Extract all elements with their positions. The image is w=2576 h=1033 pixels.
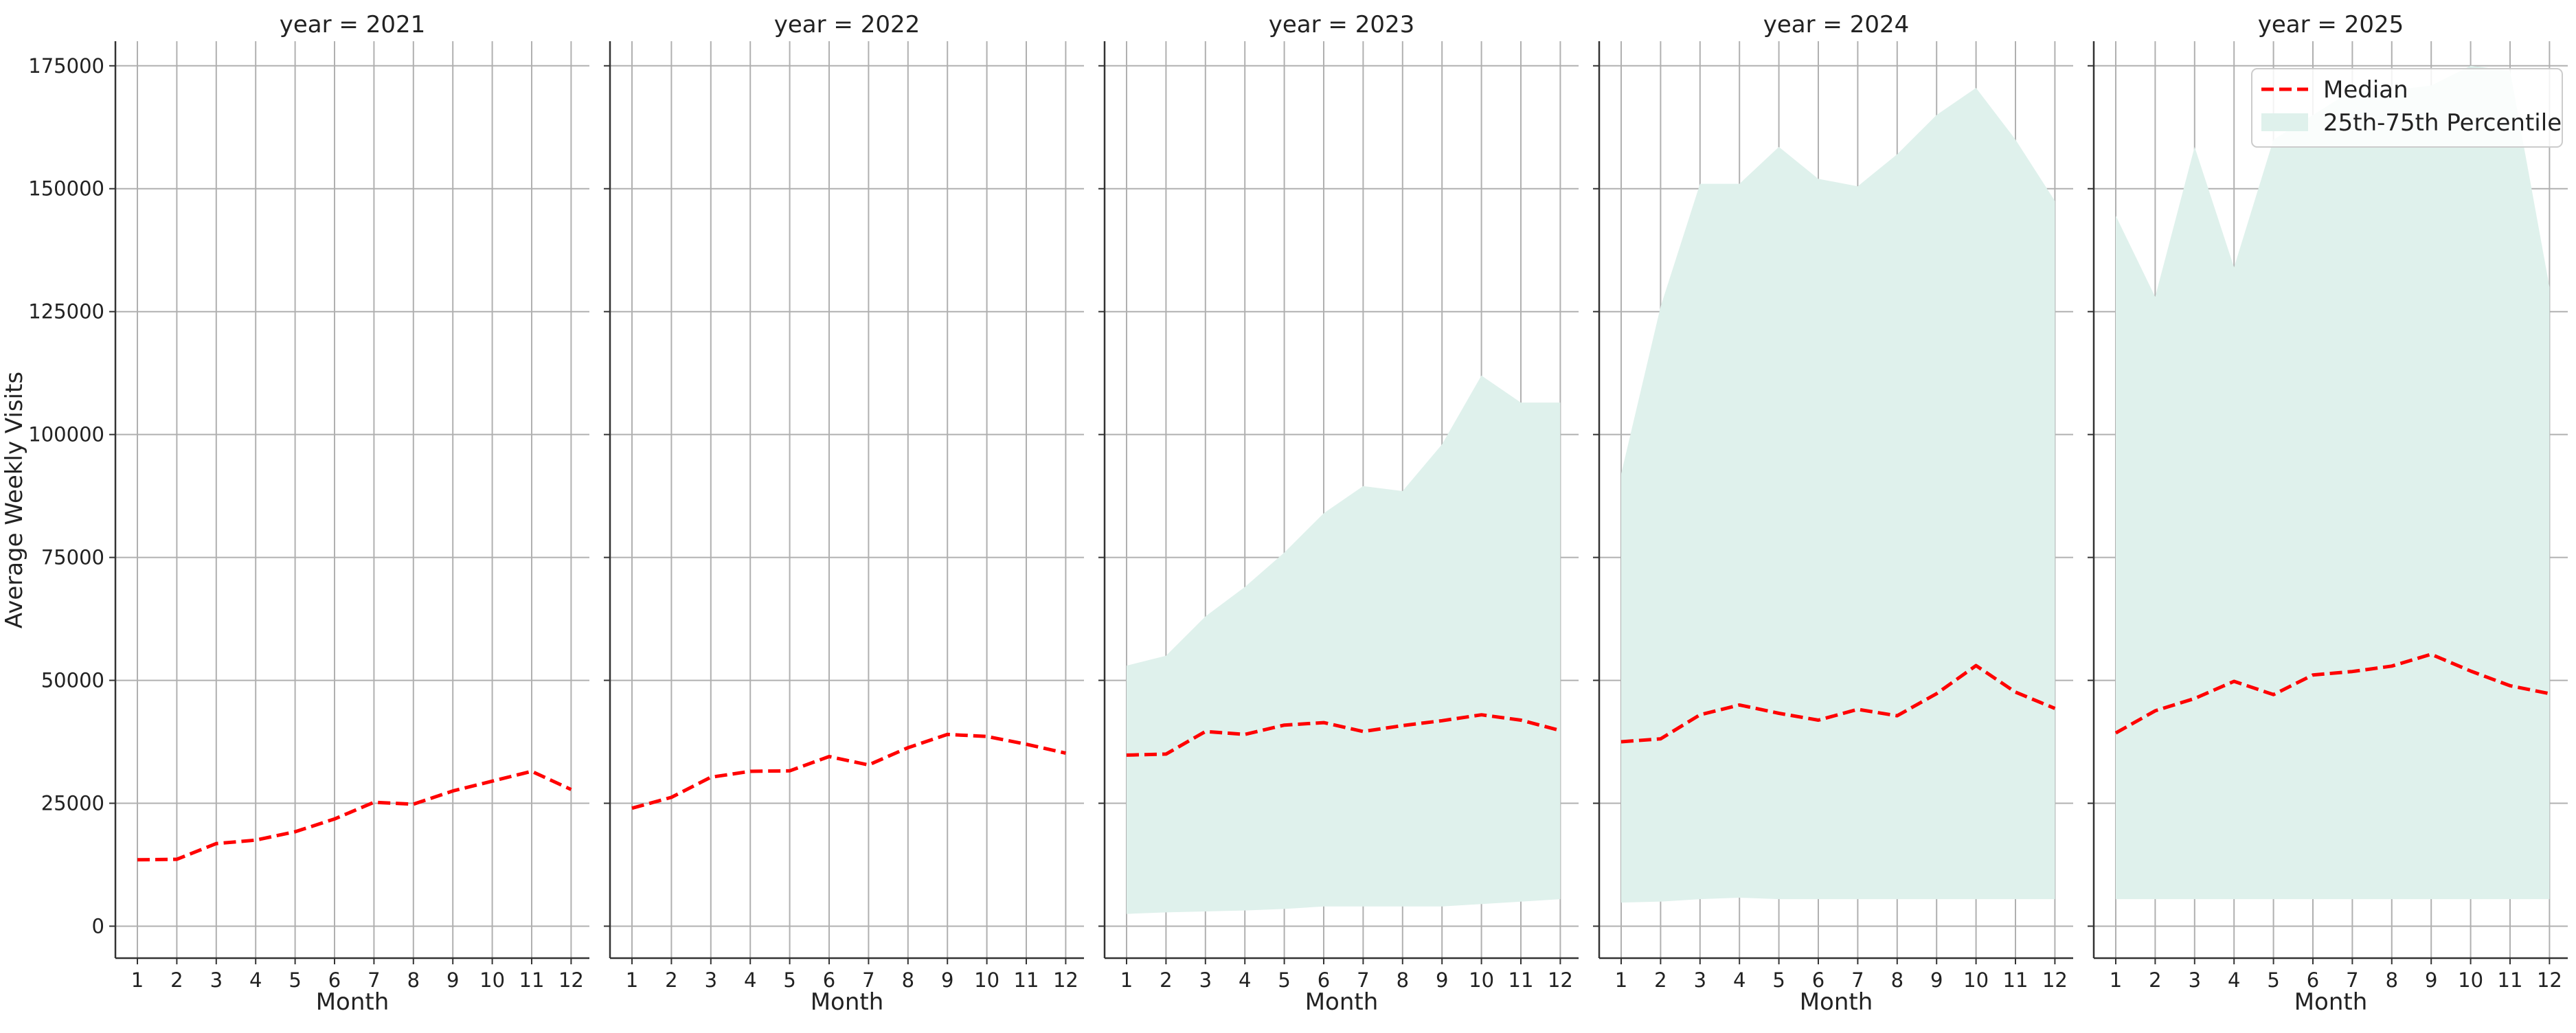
x-tick-label: 8 bbox=[1891, 968, 1903, 992]
legend-median-label: Median bbox=[2323, 76, 2408, 104]
x-tick-label: 4 bbox=[1733, 968, 1745, 992]
median-line-2024 bbox=[1620, 663, 2056, 744]
x-tick-label: 8 bbox=[407, 968, 420, 992]
x-tick-label: 9 bbox=[941, 968, 953, 992]
x-axis-label: Month bbox=[1800, 988, 1873, 1016]
x-tick-label: 12 bbox=[2042, 968, 2068, 992]
x-tick-label: 11 bbox=[519, 968, 545, 992]
y-tick-label: 175000 bbox=[28, 54, 104, 78]
legend-band-label: 25th-75th Percentile bbox=[2323, 109, 2562, 137]
y-tick-label: 150000 bbox=[28, 177, 104, 201]
x-tick-label: 10 bbox=[1469, 968, 1494, 992]
x-tick-label: 8 bbox=[1397, 968, 1409, 992]
y-tick-label: 50000 bbox=[41, 669, 104, 692]
x-tick-label: 4 bbox=[2228, 968, 2240, 992]
x-tick-label: 11 bbox=[2498, 968, 2523, 992]
facet-title-2021: year = 2021 bbox=[280, 11, 425, 38]
x-tick-label: 3 bbox=[1694, 968, 1706, 992]
x-tick-label: 8 bbox=[902, 968, 914, 992]
x-tick-label: 7 bbox=[1851, 968, 1864, 992]
x-tick-label: 10 bbox=[974, 968, 999, 992]
median-line-2022 bbox=[631, 732, 1066, 810]
x-tick-label: 10 bbox=[479, 968, 505, 992]
x-axis-label: Month bbox=[2294, 988, 2368, 1016]
x-tick-label: 10 bbox=[2458, 968, 2483, 992]
x-tick-label: 4 bbox=[744, 968, 756, 992]
legend-band-swatch bbox=[2261, 113, 2308, 131]
x-tick-label: 1 bbox=[2110, 968, 2122, 992]
x-tick-label: 3 bbox=[1199, 968, 1212, 992]
facet-title-2024: year = 2024 bbox=[1763, 11, 1909, 38]
x-tick-label: 2 bbox=[170, 968, 183, 992]
x-axis-label: Month bbox=[316, 988, 389, 1016]
x-tick-label: 2 bbox=[1160, 968, 1172, 992]
x-tick-label: 5 bbox=[1772, 968, 1785, 992]
x-tick-label: 2 bbox=[665, 968, 677, 992]
x-tick-label: 3 bbox=[210, 968, 223, 992]
y-tick-label: 100000 bbox=[28, 423, 104, 446]
x-tick-label: 5 bbox=[1278, 968, 1290, 992]
percentile-band-2023 bbox=[1127, 375, 1561, 914]
percentile-band-2025 bbox=[2116, 65, 2550, 900]
median-line-2025 bbox=[2114, 652, 2550, 735]
x-tick-label: 12 bbox=[558, 968, 584, 992]
x-tick-label: 5 bbox=[289, 968, 301, 992]
x-tick-label: 6 bbox=[1318, 968, 1330, 992]
x-tick-label: 6 bbox=[823, 968, 835, 992]
percentile-band-2024 bbox=[1621, 88, 2055, 903]
x-tick-label: 7 bbox=[2346, 968, 2358, 992]
x-tick-label: 1 bbox=[626, 968, 638, 992]
x-tick-label: 12 bbox=[1053, 968, 1078, 992]
x-tick-label: 4 bbox=[249, 968, 262, 992]
facet-title-2025: year = 2025 bbox=[2258, 11, 2404, 38]
x-tick-label: 12 bbox=[2537, 968, 2562, 992]
x-tick-label: 6 bbox=[2307, 968, 2319, 992]
median-line-2023 bbox=[1126, 713, 1561, 757]
x-tick-label: 1 bbox=[1615, 968, 1627, 992]
x-tick-label: 1 bbox=[1120, 968, 1133, 992]
x-axis-label: Month bbox=[811, 988, 884, 1016]
x-tick-label: 11 bbox=[1014, 968, 1039, 992]
x-tick-label: 5 bbox=[783, 968, 795, 992]
x-tick-label: 3 bbox=[705, 968, 717, 992]
x-tick-label: 2 bbox=[2149, 968, 2161, 992]
y-tick-label: 75000 bbox=[41, 546, 104, 569]
x-tick-label: 6 bbox=[328, 968, 341, 992]
facet-title-2023: year = 2023 bbox=[1269, 11, 1414, 38]
y-axis-label: Average Weekly Visits bbox=[1, 372, 28, 628]
median-line-2021 bbox=[137, 769, 572, 862]
x-tick-label: 7 bbox=[368, 968, 380, 992]
x-tick-label: 11 bbox=[2003, 968, 2029, 992]
y-tick-label: 125000 bbox=[28, 300, 104, 323]
x-tick-label: 10 bbox=[1963, 968, 1989, 992]
x-tick-label: 4 bbox=[1239, 968, 1251, 992]
x-tick-label: 12 bbox=[1548, 968, 1573, 992]
x-tick-label: 6 bbox=[1812, 968, 1824, 992]
facet-title-2022: year = 2022 bbox=[774, 11, 920, 38]
x-tick-label: 7 bbox=[1357, 968, 1369, 992]
x-tick-label: 1 bbox=[131, 968, 144, 992]
x-tick-label: 11 bbox=[1509, 968, 1534, 992]
x-tick-label: 2 bbox=[1654, 968, 1667, 992]
x-tick-label: 7 bbox=[862, 968, 874, 992]
x-tick-label: 8 bbox=[2386, 968, 2398, 992]
y-tick-label: 0 bbox=[92, 914, 104, 938]
x-tick-label: 5 bbox=[2267, 968, 2279, 992]
x-tick-label: 9 bbox=[447, 968, 459, 992]
legend-box bbox=[2251, 68, 2563, 148]
y-tick-label: 25000 bbox=[41, 792, 104, 815]
x-tick-label: 9 bbox=[2425, 968, 2437, 992]
x-axis-label: Month bbox=[1305, 988, 1379, 1016]
x-tick-label: 3 bbox=[2189, 968, 2201, 992]
x-tick-label: 9 bbox=[1930, 968, 1943, 992]
x-tick-label: 9 bbox=[1436, 968, 1448, 992]
